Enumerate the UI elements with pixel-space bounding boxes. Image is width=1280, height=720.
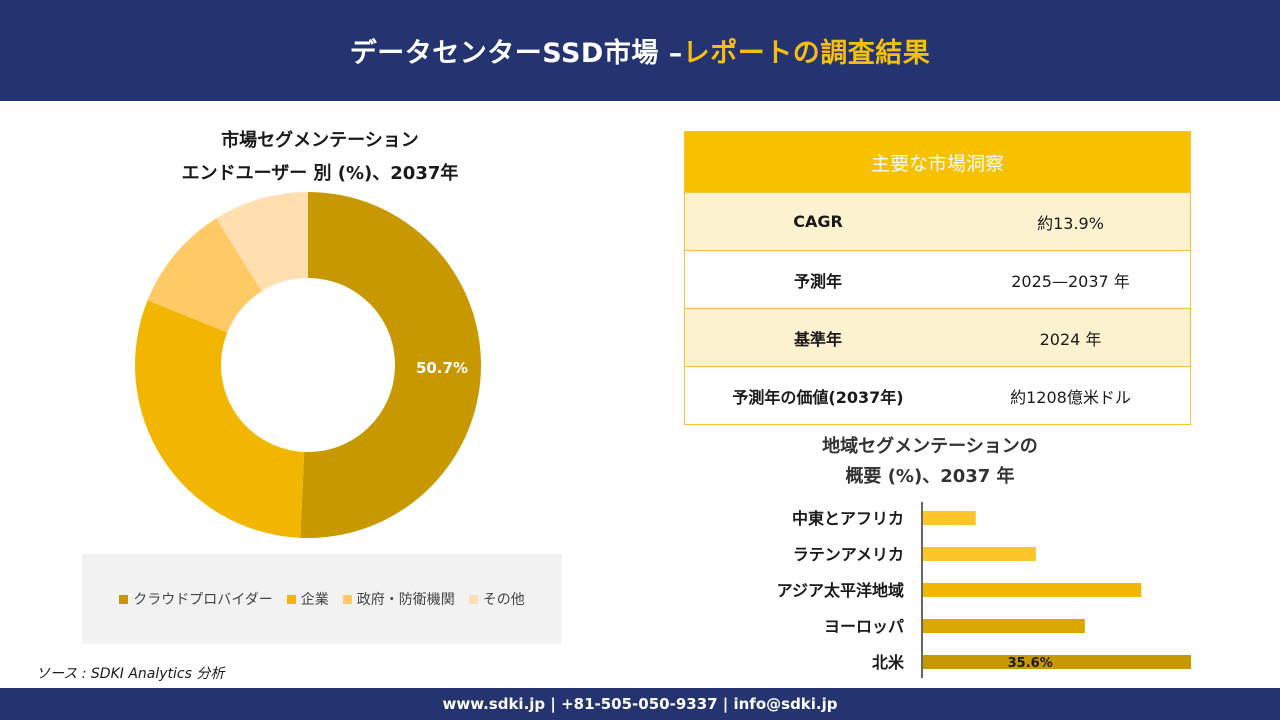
insights-value: 約1208億米ドル xyxy=(1010,387,1131,407)
header-banner: データセンターSSD市場 –レポートの調査結果 xyxy=(0,0,1280,101)
bar-chart-title: 地域セグメンテーションの 概要 (%)、2037 年 xyxy=(780,432,1080,492)
bar xyxy=(923,619,1085,633)
bar-category-label: アジア太平洋地域 xyxy=(777,581,904,600)
donut-chart-title: 市場セグメンテーション エンドユーザー 別 (%)、2037年 xyxy=(120,124,520,190)
insights-row-base-year: 基準年 2024 年 xyxy=(685,308,1190,366)
donut-legend: クラウドプロバイダー 企業 政府・防衛機関 その他 xyxy=(82,554,562,644)
bar xyxy=(923,583,1142,597)
footer-contact: www.sdki.jp | +81-505-050-9337 | info@sd… xyxy=(442,695,838,713)
donut-title-line1: 市場セグメンテーション xyxy=(221,130,419,151)
legend-swatch xyxy=(342,594,352,604)
bar xyxy=(923,511,976,525)
bar-category-label: 中東とアフリカ xyxy=(792,509,904,528)
donut-chart: 50.7% xyxy=(134,192,482,538)
insights-label: 予測年 xyxy=(793,271,842,291)
title-accent: レポートの調査結果 xyxy=(682,38,931,69)
legend-item: クラウドプロバイダー xyxy=(119,589,273,609)
page-title: データセンターSSD市場 –レポートの調査結果 xyxy=(350,31,931,70)
insights-heading: 主要な市場洞察 xyxy=(685,132,1190,192)
legend-label: 企業 xyxy=(300,592,329,608)
bar-title-line2: 概要 (%)、2037 年 xyxy=(845,466,1015,487)
insights-label: 予測年の価値(2037年) xyxy=(732,387,904,407)
title-main: データセンターSSD市場 – xyxy=(349,38,683,69)
insights-row-forecast-value: 予測年の価値(2037年) 約1208億米ドル xyxy=(685,366,1190,424)
insights-label: CAGR xyxy=(793,212,843,231)
legend-swatch xyxy=(286,594,296,604)
bar xyxy=(923,547,1036,561)
bar-category-label: ラテンアメリカ xyxy=(793,545,904,564)
legend-swatch xyxy=(468,594,478,604)
legend-label: 政府・防衛機関 xyxy=(356,592,455,608)
donut-slice xyxy=(134,300,305,538)
insights-row-cagr: CAGR 約13.9% xyxy=(685,192,1190,250)
donut-slice xyxy=(147,218,262,333)
donut-slice xyxy=(216,192,308,292)
bar-category-label: ヨーロッパ xyxy=(824,617,904,636)
legend-item: その他 xyxy=(468,589,525,609)
insights-row-forecast-year: 予測年 2025—2037 年 xyxy=(685,250,1190,308)
footer-banner: www.sdki.jp | +81-505-050-9337 | info@sd… xyxy=(0,688,1280,720)
donut-slice xyxy=(300,192,482,538)
legend-item: 企業 xyxy=(286,589,329,609)
bar xyxy=(923,655,1191,669)
insights-value: 2024 年 xyxy=(1039,329,1102,349)
bar-title-line1: 地域セグメンテーションの xyxy=(822,436,1038,457)
bar-category-label: 北米 xyxy=(872,653,905,672)
legend-label: その他 xyxy=(482,592,525,608)
insights-value: 約13.9% xyxy=(1037,213,1104,233)
donut-data-label: 50.7% xyxy=(416,359,468,377)
legend-swatch xyxy=(119,594,129,604)
insights-value: 2025—2037 年 xyxy=(1011,271,1130,291)
legend-label: クラウドプロバイダー xyxy=(133,592,273,608)
insights-label: 基準年 xyxy=(793,329,842,349)
bar-data-label: 35.6% xyxy=(1008,656,1053,671)
source-note: ソース : SDKI Analytics 分析 xyxy=(36,666,225,682)
market-insights-table: 主要な市場洞察 CAGR 約13.9% 予測年 2025—2037 年 基準年 … xyxy=(684,131,1191,425)
donut-title-line2: エンドユーザー 別 (%)、2037年 xyxy=(181,163,459,184)
legend-item: 政府・防衛機関 xyxy=(342,589,455,609)
